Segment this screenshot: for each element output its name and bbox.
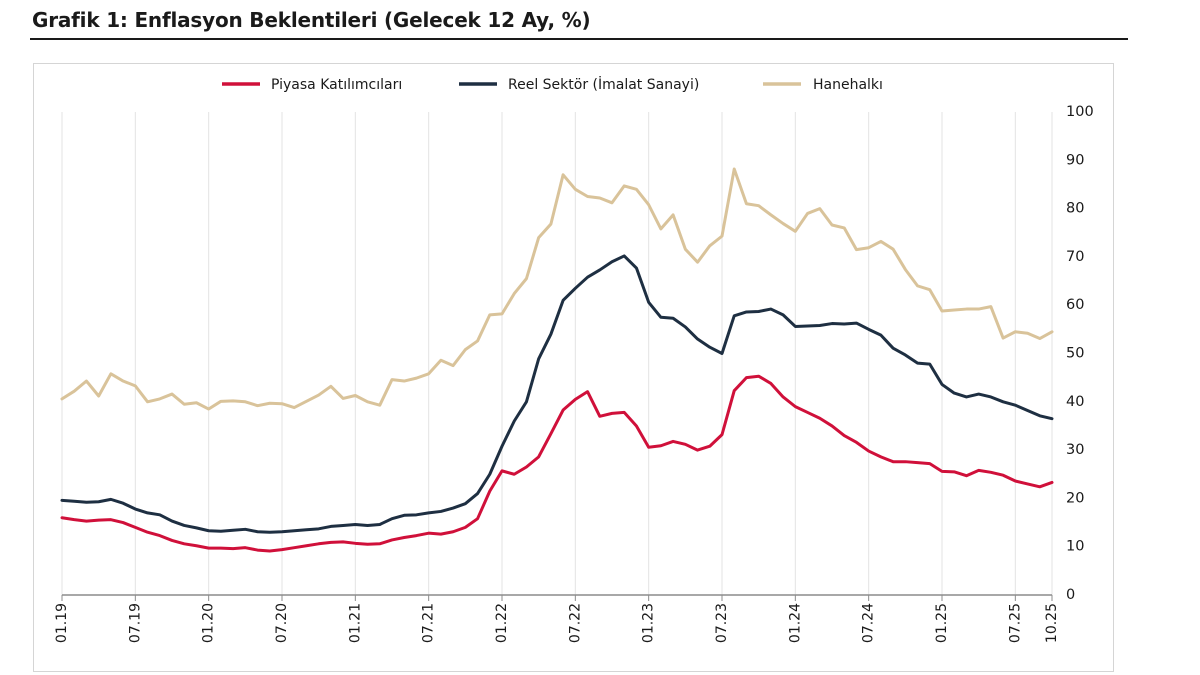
series-layer xyxy=(60,167,1054,553)
x-tick-label: 10.25 xyxy=(1044,603,1060,643)
x-tick-label: 01.21 xyxy=(347,603,363,643)
y-tick-label: 60 xyxy=(1066,297,1084,313)
x-tick-label: 07.19 xyxy=(127,603,143,643)
x-tick-label: 07.22 xyxy=(567,603,583,643)
x-tick-label: 01.24 xyxy=(787,603,803,643)
y-tick-label: 40 xyxy=(1066,394,1084,410)
legend-label-hanehalki: Hanehalkı xyxy=(813,77,883,93)
y-tick-label: 90 xyxy=(1066,152,1084,168)
series-line-reel-sektor xyxy=(60,254,1054,534)
legend-label-reel-sektor: Reel Sektör (İmalat Sanayi) xyxy=(508,75,699,93)
x-tick-label: 07.25 xyxy=(1007,603,1023,643)
x-tick-labels: 01.19 07.19 01.20 07.20 01.21 07.21 01.22 07.22… xyxy=(54,603,1060,643)
title-divider xyxy=(30,38,1128,40)
y-tick-label: 100 xyxy=(1066,104,1094,120)
x-tick-label: 07.23 xyxy=(714,603,730,643)
axis-layer xyxy=(61,594,1053,601)
x-tick-label: 01.23 xyxy=(641,603,657,643)
y-tick-label: 0 xyxy=(1066,587,1075,603)
series-line-hanehalki xyxy=(60,167,1054,411)
grid-layer xyxy=(61,112,1053,595)
x-tick-label: 07.24 xyxy=(861,603,877,643)
y-tick-label: 30 xyxy=(1066,442,1084,458)
x-tick-label: 01.19 xyxy=(54,603,70,643)
x-tick-label: 01.20 xyxy=(201,603,217,643)
y-tick-label: 10 xyxy=(1066,539,1084,555)
x-tick-label: 07.21 xyxy=(421,603,437,643)
chart-frame xyxy=(33,63,1114,672)
x-tick-label: 01.22 xyxy=(494,603,510,643)
y-tick-label: 70 xyxy=(1066,249,1084,265)
series-line-piyasa xyxy=(60,374,1054,553)
x-tick-label: 07.20 xyxy=(274,603,290,643)
legend: Piyasa Katılımcıları Reel Sektör (İmalat… xyxy=(222,75,883,93)
y-tick-label: 20 xyxy=(1066,490,1084,506)
y-tick-labels: 0 10 20 30 40 50 60 70 80 90 100 xyxy=(1066,104,1094,603)
y-tick-label: 50 xyxy=(1066,346,1084,362)
y-tick-label: 80 xyxy=(1066,201,1084,217)
x-tick-label: 01.25 xyxy=(934,603,950,643)
page-title: Grafik 1: Enflasyon Beklentileri (Gelece… xyxy=(32,8,591,32)
legend-label-piyasa: Piyasa Katılımcıları xyxy=(271,77,402,93)
